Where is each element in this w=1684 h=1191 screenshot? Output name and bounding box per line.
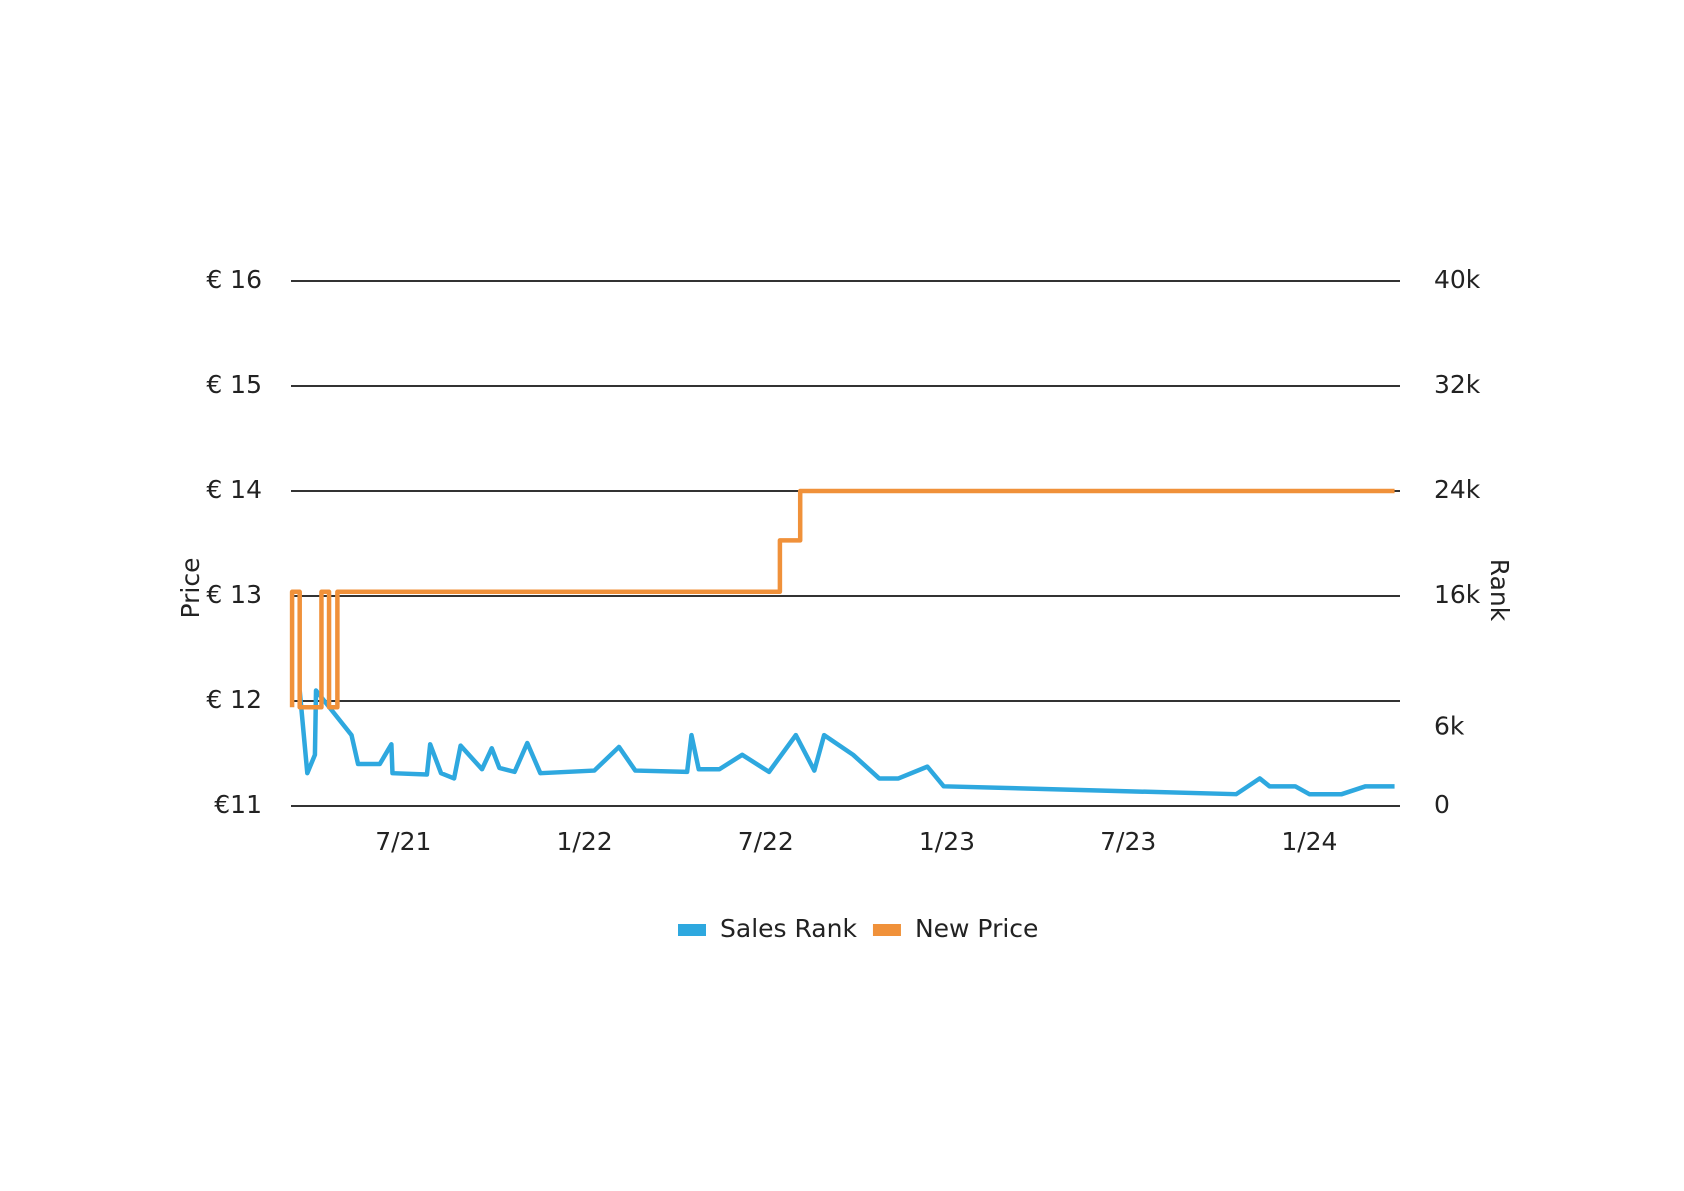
y2-tick-label: 6k [1434,711,1465,740]
series-line [297,688,1395,797]
y-axis-label: Price [176,558,205,619]
y2-axis-label: Rank [1485,559,1514,622]
legend-swatch [872,924,901,936]
y-tick-label: € 15 [206,370,262,399]
x-tick-label: 1/24 [1281,827,1337,856]
x-tick-label: 7/22 [738,827,794,856]
x-tick-label: 1/22 [556,827,612,856]
y2-tick-label: 16k [1434,580,1481,609]
y-tick-label: € 14 [206,475,262,504]
y-tick-label: €11 [214,790,262,819]
legend-swatch [678,924,706,936]
y-tick-label: € 12 [206,685,262,714]
x-tick-label: 1/23 [919,827,975,856]
legend-label: Sales Rank [720,914,857,943]
y2-tick-label: 32k [1434,370,1481,399]
y-tick-label: € 16 [206,265,262,294]
y2-tick-label: 40k [1434,265,1481,294]
x-tick-label: 7/23 [1100,827,1156,856]
legend-label: New Price [915,914,1038,943]
series-line [289,488,1395,710]
y2-tick-label: 0 [1434,790,1450,819]
x-tick-label: 7/21 [375,827,431,856]
y2-tick-label: 24k [1434,475,1481,504]
y-tick-label: € 13 [206,580,262,609]
